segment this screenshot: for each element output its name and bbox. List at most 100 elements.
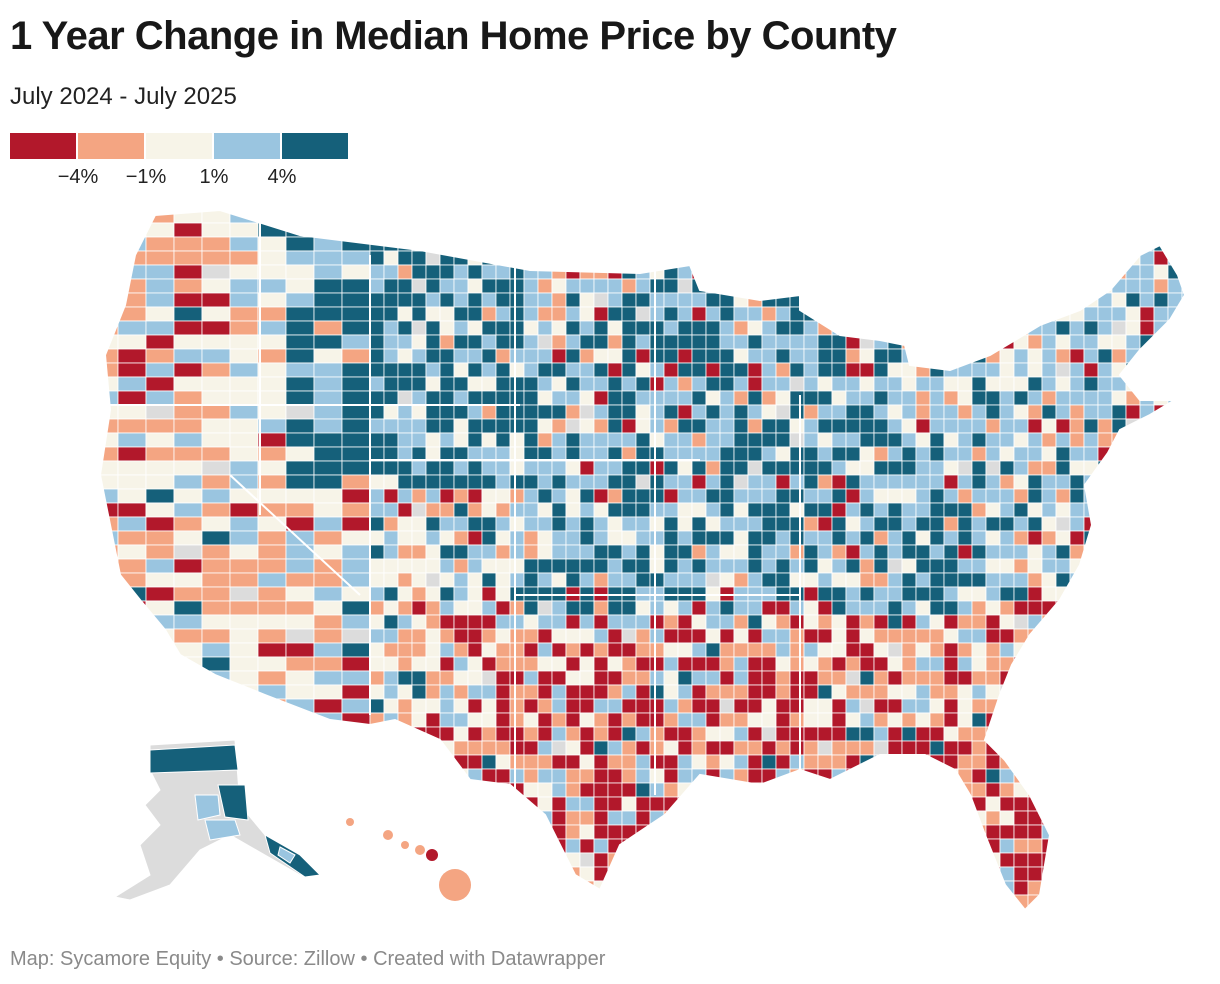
county-cell [397, 390, 413, 406]
county-cell [537, 516, 553, 532]
county-cell [859, 432, 875, 448]
county-cell [915, 404, 931, 420]
county-cell [1196, 237, 1210, 251]
county-cell [1069, 418, 1085, 434]
county-cell [663, 894, 679, 910]
county-cell [467, 222, 483, 238]
county-cell [453, 684, 469, 700]
county-cell [929, 292, 945, 308]
county-cell [369, 698, 385, 714]
county-cell [397, 320, 413, 336]
county-cell [985, 460, 1001, 476]
county-cell [691, 572, 707, 588]
county-cell [341, 446, 371, 462]
county-cell [173, 880, 203, 896]
county-cell [565, 894, 581, 910]
county-cell [957, 222, 973, 238]
county-cell [999, 614, 1015, 630]
county-cell [887, 698, 903, 714]
county-cell [100, 250, 119, 266]
county-cell [1055, 418, 1071, 434]
county-cell [901, 810, 917, 826]
county-cell [495, 684, 511, 700]
county-cell [285, 698, 315, 714]
county-cell [453, 222, 469, 238]
county-cell [1027, 278, 1043, 294]
county-cell [1196, 699, 1210, 713]
county-cell [257, 460, 287, 476]
county-cell [523, 278, 539, 294]
county-cell [341, 362, 371, 378]
county-cell [901, 586, 917, 602]
county-cell [100, 782, 119, 798]
county-cell [831, 334, 847, 350]
county-cell [915, 250, 931, 266]
county-cell [1013, 670, 1029, 686]
county-cell [1153, 292, 1169, 308]
county-cell [383, 210, 399, 224]
county-cell [761, 782, 777, 798]
county-cell [285, 278, 315, 294]
county-cell [1083, 796, 1099, 812]
county-cell [509, 642, 525, 658]
county-cell [565, 418, 581, 434]
county-cell [1041, 740, 1057, 756]
county-cell [1055, 502, 1071, 518]
county-cell [100, 474, 119, 490]
county-cell [383, 418, 399, 434]
county-cell [369, 600, 385, 616]
county-cell [775, 376, 791, 392]
county-cell [887, 670, 903, 686]
county-cell [747, 320, 763, 336]
county-cell [859, 320, 875, 336]
county-cell [425, 656, 441, 672]
county-cell [1027, 376, 1043, 392]
county-cell [495, 726, 511, 742]
county-cell [775, 502, 791, 518]
county-cell [957, 908, 973, 910]
county-cell [747, 348, 763, 364]
county-cell [341, 614, 371, 630]
county-cell [594, 923, 608, 935]
county-cell [887, 306, 903, 322]
county-cell [383, 782, 399, 798]
county-cell [565, 782, 581, 798]
county-cell [579, 418, 595, 434]
county-cell [551, 866, 567, 882]
county-cell [579, 348, 595, 364]
county-cell [341, 628, 371, 644]
county-cell [1083, 460, 1099, 476]
county-cell [803, 404, 819, 420]
county-cell [1083, 362, 1099, 378]
county-cell [831, 740, 847, 756]
county-cell [509, 306, 525, 322]
county-cell [1111, 768, 1127, 784]
county-cell [775, 824, 791, 840]
county-cell [943, 698, 959, 714]
county-cell [1181, 210, 1185, 224]
county-cell [1125, 278, 1141, 294]
county-cell [747, 250, 763, 266]
county-cell [901, 656, 917, 672]
county-cell [341, 544, 371, 560]
county-cell [663, 348, 679, 364]
county-cell [397, 376, 413, 392]
county-cell [579, 222, 595, 238]
county-cell [719, 782, 735, 798]
county-cell [411, 768, 427, 784]
county-cell [411, 810, 427, 826]
county-cell [341, 334, 371, 350]
county-cell [845, 698, 861, 714]
county-cell [411, 852, 427, 868]
county-cell [383, 362, 399, 378]
county-cell [1196, 741, 1210, 755]
county-cell [565, 222, 581, 238]
county-cell [649, 362, 665, 378]
county-cell [887, 894, 903, 910]
county-cell [1153, 894, 1169, 910]
county-cell [1041, 404, 1057, 420]
county-cell [803, 670, 819, 686]
county-cell [719, 236, 735, 252]
county-cell [719, 824, 735, 840]
county-cell [621, 796, 637, 812]
